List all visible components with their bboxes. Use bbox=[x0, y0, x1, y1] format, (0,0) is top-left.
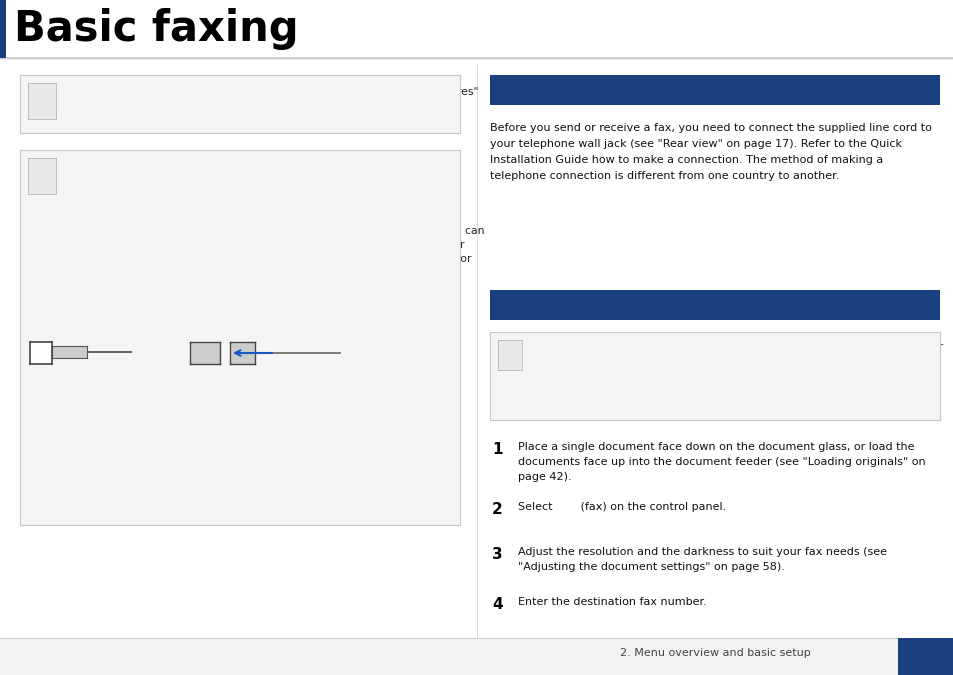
Text: •: • bbox=[530, 342, 537, 355]
Text: 4: 4 bbox=[492, 597, 502, 612]
Text: ✏: ✏ bbox=[33, 87, 51, 106]
Text: Switched Telephone Network) when connecting telephone lines to use: Switched Telephone Network) when connect… bbox=[71, 212, 455, 222]
Text: DSL modem / Telephone line: DSL modem / Telephone line bbox=[130, 408, 285, 418]
Text: LINE: LINE bbox=[88, 339, 107, 348]
Text: 1: 1 bbox=[492, 442, 502, 457]
Text: Preparing to fax: Preparing to fax bbox=[499, 81, 634, 96]
Text: filter.: filter. bbox=[71, 296, 100, 306]
Text: 2: 2 bbox=[492, 502, 502, 517]
Text: document feeder first, which has higher priority in scanning.: document feeder first, which has higher … bbox=[541, 390, 872, 400]
Text: Select        (fax) on the control panel.: Select (fax) on the control panel. bbox=[517, 502, 725, 512]
Text: ✏: ✏ bbox=[33, 162, 51, 181]
Text: 2. Menu overview and basic setup: 2. Menu overview and basic setup bbox=[619, 648, 810, 658]
Text: (see "Rear view" on page 17).: (see "Rear view" on page 17). bbox=[130, 424, 294, 434]
Text: 1: 1 bbox=[120, 374, 127, 384]
Text: Sending a fax: Sending a fax bbox=[499, 296, 613, 311]
Text: Place a single document face down on the document glass, or load the: Place a single document face down on the… bbox=[517, 442, 914, 452]
Text: 3: 3 bbox=[232, 337, 238, 347]
Text: improve the connection quality by using the Micro-filter. The Micro-filter: improve the connection quality by using … bbox=[71, 240, 464, 250]
Text: page 42).: page 42). bbox=[517, 472, 571, 482]
Text: Adjust the resolution and the darkness to suit your fax needs (see: Adjust the resolution and the darkness t… bbox=[517, 547, 886, 557]
Text: For special faxing features, refer to the Advanced Guide (See "Fax features": For special faxing features, refer to th… bbox=[64, 87, 477, 97]
Text: your telephone wall jack (see "Rear view" on page 17). Refer to the Quick: your telephone wall jack (see "Rear view… bbox=[490, 139, 901, 149]
Text: "Adjusting the document settings" on page 58).: "Adjusting the document settings" on pag… bbox=[517, 562, 784, 572]
Text: 3: 3 bbox=[492, 547, 502, 562]
Text: 56: 56 bbox=[914, 647, 937, 665]
Text: 3: 3 bbox=[120, 408, 127, 418]
Text: Micro filter: Micro filter bbox=[130, 391, 193, 401]
Text: Before you send or receive a fax, you need to connect the supplied line cord to: Before you send or receive a fax, you ne… bbox=[490, 123, 931, 133]
Text: documents face up into the document feeder (see "Loading originals" on: documents face up into the document feed… bbox=[517, 457, 924, 467]
Text: •: • bbox=[60, 198, 68, 211]
Text: Enter the destination fax number.: Enter the destination fax number. bbox=[517, 597, 706, 607]
Text: machine, contact your Internet service provider for use on DSL Micro-: machine, contact your Internet service p… bbox=[71, 282, 453, 292]
Text: Installation Guide how to make a connection. The method of making a: Installation Guide how to make a connect… bbox=[490, 155, 882, 165]
Text: Line port: Line port bbox=[130, 374, 183, 384]
Text: telephone connection is different from one country to another.: telephone connection is different from o… bbox=[490, 171, 839, 181]
Text: feeder and the scanner glass, the machine will read the originals on the: feeder and the scanner glass, the machin… bbox=[541, 374, 935, 384]
Text: 2: 2 bbox=[181, 337, 188, 347]
Text: information ask your internet service provider.: information ask your internet service pr… bbox=[71, 175, 325, 185]
Text: 1: 1 bbox=[37, 342, 45, 352]
Text: 2: 2 bbox=[120, 391, 127, 401]
Text: ✏: ✏ bbox=[502, 342, 517, 360]
Text: You cannot use this machine as a fax via the internet phone. For more: You cannot use this machine as a fax via… bbox=[71, 161, 455, 171]
Text: •: • bbox=[60, 161, 68, 174]
Text: on page 173).: on page 173). bbox=[64, 103, 140, 113]
Text: eliminates unnecessary noise signals and improves connection quality or: eliminates unnecessary noise signals and… bbox=[71, 254, 471, 264]
Text: Basic faxing: Basic faxing bbox=[14, 8, 298, 50]
Text: the scanner glass. If the originals are placed on both the document: the scanner glass. If the originals are … bbox=[541, 358, 909, 368]
Text: a fax machine. If you use other Internet services (DSL, ISDN, VoIP), you can: a fax machine. If you use other Internet… bbox=[71, 226, 484, 236]
Text: Internet quality. Since the DSL Micro-filter is not provided with the: Internet quality. Since the DSL Micro-fi… bbox=[71, 268, 433, 278]
Text: We recommend using traditional analog phone services (PSTN: Public: We recommend using traditional analog ph… bbox=[71, 198, 452, 208]
Text: When you place the originals, you can use either the document feeder or: When you place the originals, you can us… bbox=[541, 342, 943, 352]
Text: EXT: EXT bbox=[88, 330, 104, 339]
